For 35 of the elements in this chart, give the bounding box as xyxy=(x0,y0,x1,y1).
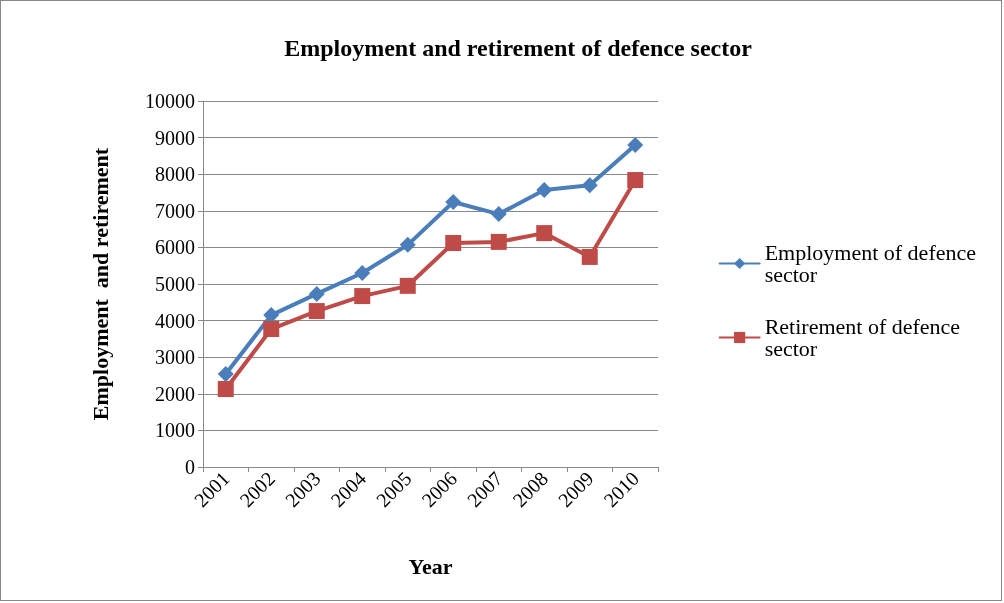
point xyxy=(445,194,462,211)
y-axis-title: Employment and retirement xyxy=(87,147,113,421)
y-tick-label: 10000 xyxy=(145,90,195,112)
point xyxy=(536,225,553,242)
point xyxy=(490,233,507,250)
point xyxy=(308,285,325,302)
legend-label: Retirement of defence sector xyxy=(764,314,961,361)
y-tick-label: 2000 xyxy=(155,382,195,405)
y-tick-label: 9000 xyxy=(155,126,195,149)
chart-title: Employment and retirement of defence sector xyxy=(284,35,753,61)
y-tick-label: 1000 xyxy=(155,419,195,442)
point xyxy=(581,248,598,265)
point xyxy=(217,366,234,383)
point xyxy=(354,265,371,282)
point xyxy=(445,235,462,252)
y-tick-label: 8000 xyxy=(155,163,195,186)
point xyxy=(627,136,644,153)
legend-label: Employment of defence sector xyxy=(764,240,977,287)
point xyxy=(490,206,507,223)
point xyxy=(536,181,553,198)
y-tick-label: 7000 xyxy=(155,199,195,222)
point xyxy=(581,177,598,194)
point xyxy=(263,321,280,338)
point xyxy=(217,381,234,398)
point xyxy=(354,288,371,305)
y-tick-label: 0 xyxy=(185,456,195,478)
y-tick-label: 3000 xyxy=(155,346,195,369)
point xyxy=(399,277,416,294)
y-tick-label: 5000 xyxy=(155,273,195,295)
point xyxy=(308,303,325,320)
y-tick-label: 6000 xyxy=(155,236,195,259)
point xyxy=(627,172,644,189)
point xyxy=(399,236,416,253)
x-axis-title: Year xyxy=(408,553,453,579)
y-tick-label: 4000 xyxy=(155,309,195,332)
